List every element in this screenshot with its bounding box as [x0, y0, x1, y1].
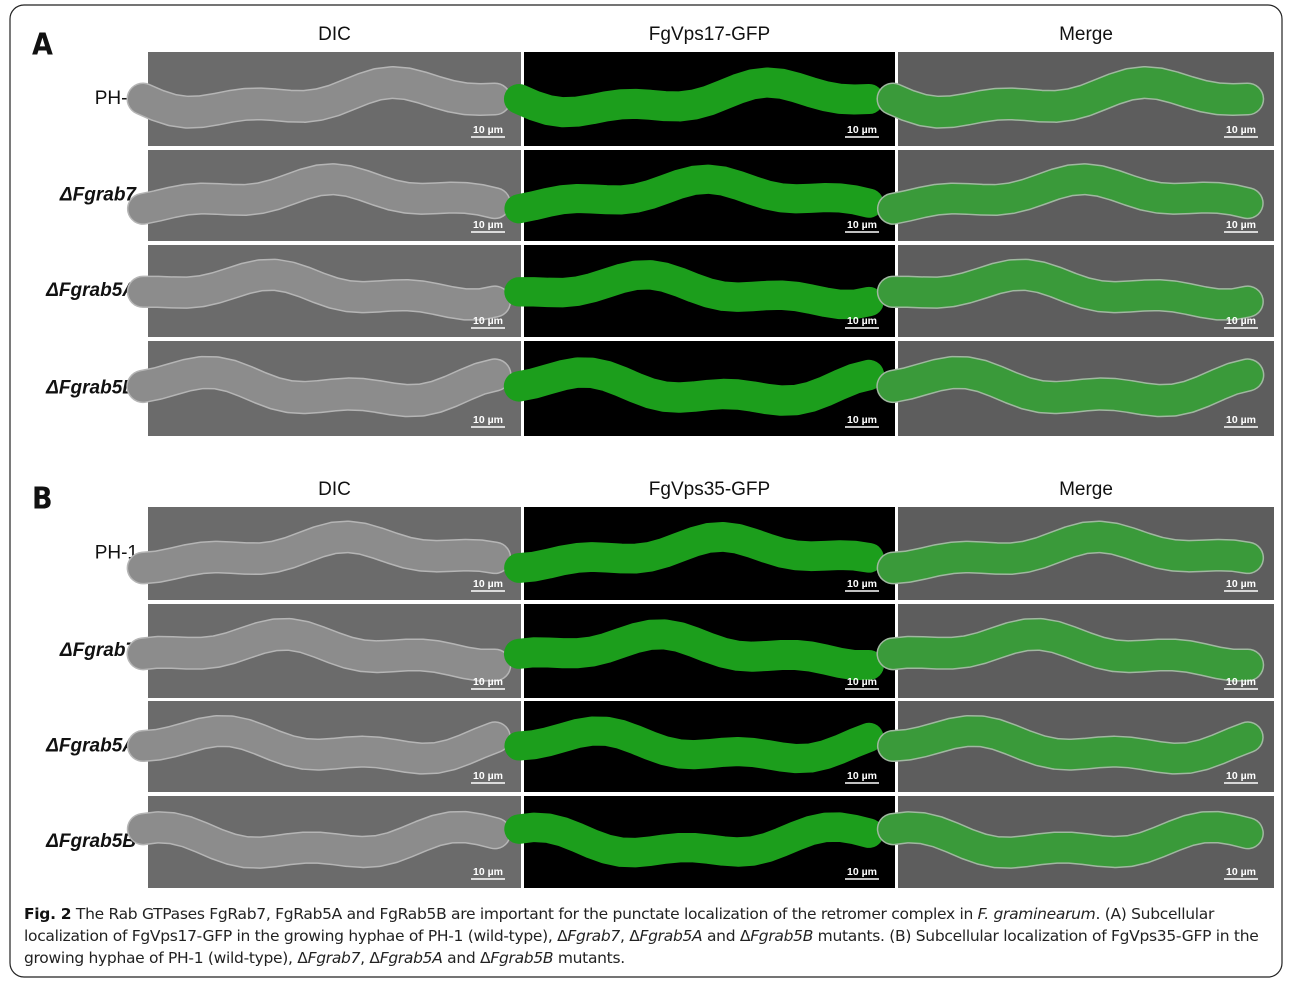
- caption-text: , Δ: [620, 927, 640, 945]
- scale-bar-label: 10 µm: [847, 219, 877, 231]
- caption: Fig. 2 The Rab GTPases FgRab7, FgRab5A a…: [24, 903, 1274, 969]
- column-header: DIC: [318, 479, 351, 500]
- scale-bar-label: 10 µm: [1226, 866, 1256, 878]
- micrograph: 10 µm: [893, 701, 1274, 792]
- micrograph: 10 µm: [143, 150, 521, 241]
- caption-text: and Δ: [702, 927, 750, 945]
- micrograph: 10 µm: [519, 341, 895, 436]
- scale-bar-label: 10 µm: [473, 315, 503, 327]
- row-label: ΔFgrab7: [59, 185, 138, 206]
- scale-bar-label: 10 µm: [473, 866, 503, 878]
- micrograph: 10 µm: [143, 604, 521, 698]
- caption-italic: Fgrab7: [567, 927, 620, 945]
- caption-italic: Fgrab7: [308, 949, 361, 967]
- scale-bar-label: 10 µm: [473, 770, 503, 782]
- scale-bar-label: 10 µm: [847, 578, 877, 590]
- scale-bar-label: 10 µm: [1226, 770, 1256, 782]
- micrograph: 10 µm: [519, 604, 895, 698]
- row-label: ΔFgrab5B: [45, 831, 136, 852]
- micrograph: 10 µm: [893, 507, 1274, 600]
- micrograph: 10 µm: [893, 604, 1274, 698]
- scale-bar-label: 10 µm: [1226, 315, 1256, 327]
- page: {"panels": [ {"letter": "A", "columns": …: [0, 0, 1290, 985]
- row-label: ΔFgrab5B: [45, 378, 136, 399]
- scale-bar-label: 10 µm: [473, 124, 503, 136]
- micrograph: 10 µm: [143, 52, 521, 146]
- panel-letter: A: [32, 28, 53, 63]
- column-header: FgVps17-GFP: [649, 24, 770, 45]
- scale-bar-label: 10 µm: [1226, 414, 1256, 426]
- scale-bar-label: 10 µm: [847, 676, 877, 688]
- caption-italic: F. graminearum: [978, 905, 1096, 923]
- scale-bar-label: 10 µm: [1226, 578, 1256, 590]
- micrograph: 10 µm: [519, 701, 895, 792]
- micrograph: 10 µm: [893, 150, 1274, 241]
- column-header: Merge: [1059, 24, 1113, 45]
- micrograph: 10 µm: [143, 507, 521, 600]
- caption-label: Fig. 2: [24, 905, 71, 923]
- micrograph: 10 µm: [519, 796, 895, 888]
- micrograph: 10 µm: [143, 245, 521, 337]
- scale-bar-label: 10 µm: [847, 124, 877, 136]
- micrograph: 10 µm: [519, 507, 895, 600]
- caption-text: mutants.: [553, 949, 625, 967]
- scale-bar-label: 10 µm: [1226, 676, 1256, 688]
- scale-bar-label: 10 µm: [847, 414, 877, 426]
- column-header: DIC: [318, 24, 351, 45]
- caption-italic: Fgrab5B: [750, 927, 813, 945]
- micrograph: 10 µm: [893, 341, 1274, 436]
- scale-bar-label: 10 µm: [847, 770, 877, 782]
- caption-italic: Fgrab5B: [490, 949, 553, 967]
- row-label: ΔFgrab7: [59, 640, 138, 661]
- panel-letter: B: [32, 482, 53, 517]
- figure: ADICFgVps17-GFPMergePH-110 µm10 µm10 µmΔ…: [0, 0, 1290, 985]
- scale-bar-label: 10 µm: [473, 578, 503, 590]
- column-header: Merge: [1059, 479, 1113, 500]
- micrograph: 10 µm: [143, 701, 521, 792]
- row-label: ΔFgrab5A: [45, 280, 136, 301]
- micrograph: 10 µm: [519, 150, 895, 241]
- caption-text: and Δ: [443, 949, 491, 967]
- column-header: FgVps35-GFP: [649, 479, 770, 500]
- scale-bar-label: 10 µm: [473, 219, 503, 231]
- micrograph: 10 µm: [519, 245, 895, 337]
- scale-bar-label: 10 µm: [847, 866, 877, 878]
- caption-italic: Fgrab5A: [640, 927, 703, 945]
- micrograph: 10 µm: [143, 796, 521, 888]
- caption-text: The Rab GTPases FgRab7, FgRab5A and FgRa…: [71, 905, 977, 923]
- micrograph: 10 µm: [143, 341, 521, 436]
- scale-bar-label: 10 µm: [847, 315, 877, 327]
- caption-text: , Δ: [360, 949, 380, 967]
- scale-bar-label: 10 µm: [1226, 124, 1256, 136]
- micrograph: 10 µm: [519, 52, 895, 146]
- micrograph: 10 µm: [893, 52, 1274, 146]
- caption-italic: Fgrab5A: [380, 949, 443, 967]
- scale-bar-label: 10 µm: [1226, 219, 1256, 231]
- scale-bar-label: 10 µm: [473, 414, 503, 426]
- micrograph: 10 µm: [893, 796, 1274, 888]
- row-label: ΔFgrab5A: [45, 736, 136, 757]
- scale-bar-label: 10 µm: [473, 676, 503, 688]
- micrograph: 10 µm: [893, 245, 1274, 337]
